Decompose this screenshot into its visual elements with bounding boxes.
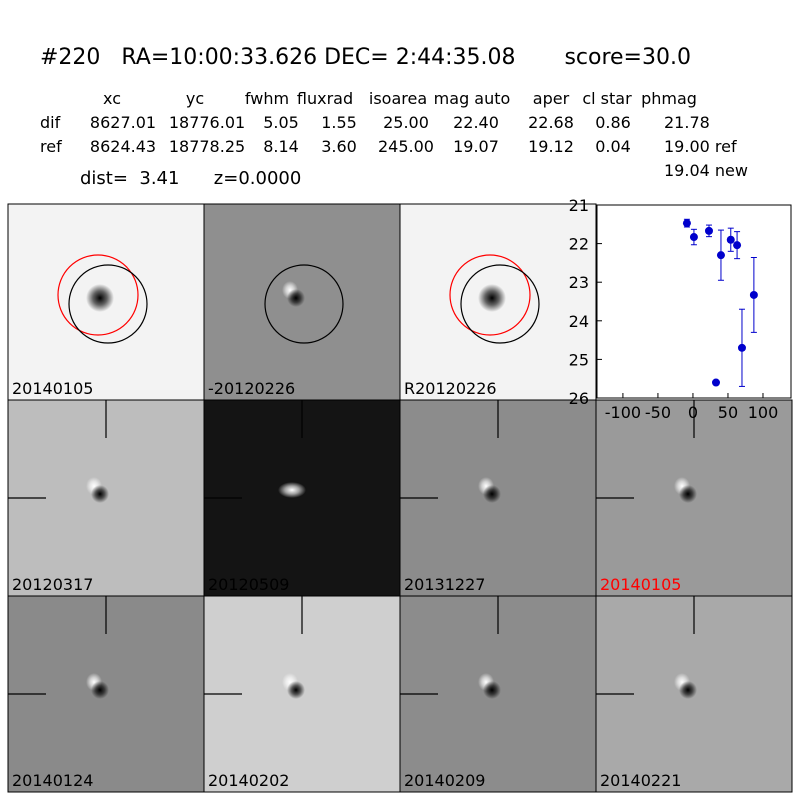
source-blob (91, 485, 109, 503)
panel-label: 20131227 (404, 575, 485, 594)
x-tick-label: -100 (605, 403, 641, 422)
table-cell: 19.12 (528, 137, 574, 156)
y-tick-label: 26 (569, 389, 589, 408)
y-tick-label: 21 (569, 196, 589, 215)
column-header: isoarea (369, 89, 427, 108)
table-cell: 8.14 (263, 137, 299, 156)
source-blob (91, 681, 109, 699)
data-point (704, 226, 713, 235)
source-blob (86, 284, 114, 312)
table-cell: 0.04 (595, 137, 631, 156)
source-blob (483, 681, 501, 699)
source-blob (679, 681, 697, 699)
source-blob (483, 485, 501, 503)
table-cell: 5.05 (263, 113, 299, 132)
source-blob (287, 289, 305, 307)
table-cell: 0.86 (595, 113, 631, 132)
table-cell: 1.55 (321, 113, 357, 132)
y-tick-label: 24 (569, 312, 589, 331)
table-cell: 19.07 (453, 137, 499, 156)
y-tick-label: 23 (569, 273, 589, 292)
y-tick-label: 22 (569, 235, 589, 254)
aperture-circle (57, 254, 139, 336)
data-point (737, 343, 746, 352)
table-cell: 8624.43 (90, 137, 156, 156)
dist-line: dist= 3.41 z=0.0000 (80, 168, 301, 189)
aperture-circle (460, 264, 540, 344)
table-cell: 19.00 ref (664, 137, 737, 156)
table-cell: 3.60 (321, 137, 357, 156)
data-point (733, 241, 742, 250)
title: #220 RA=10:00:33.626 DEC= 2:44:35.08 sco… (40, 45, 691, 70)
y-tick-label: 25 (569, 350, 589, 369)
x-tick-label: 100 (748, 403, 779, 422)
panel-label: 20140124 (12, 771, 93, 790)
panel-label: -20120226 (208, 379, 295, 398)
table-cell: 18778.25 (169, 137, 245, 156)
panel-label: 20140221 (600, 771, 681, 790)
column-header: xc (103, 89, 121, 108)
source-blob (287, 681, 305, 699)
column-header: aper (533, 89, 570, 108)
source-blob (478, 284, 506, 312)
panel-label: 20140202 (208, 771, 289, 790)
source-blob (278, 482, 306, 498)
data-point (726, 235, 735, 244)
table-cell: 8627.01 (90, 113, 156, 132)
column-header: mag auto (434, 89, 511, 108)
panel-label: 20140105 (12, 379, 93, 398)
row-label: ref (40, 137, 62, 156)
column-header: phmag (641, 89, 697, 108)
table-cell: 22.68 (528, 113, 574, 132)
table-cell: 22.40 (453, 113, 499, 132)
source-blob (679, 485, 697, 503)
table-cell: 21.78 (664, 113, 710, 132)
data-point (716, 251, 725, 260)
panel-label: 20120509 (208, 575, 289, 594)
column-header: fluxrad (297, 89, 353, 108)
panel-label: 20140209 (404, 771, 485, 790)
data-point (711, 378, 720, 387)
aperture-circle (68, 264, 148, 344)
column-header: yc (186, 89, 204, 108)
data-point (689, 233, 698, 242)
new-mag: 19.04 new (664, 161, 748, 180)
column-header: fwhm (245, 89, 289, 108)
row-label: dif (40, 113, 61, 132)
data-point (682, 219, 691, 228)
aperture-circle (449, 254, 531, 336)
table-cell: 18776.01 (169, 113, 245, 132)
panel-label: R20120226 (404, 379, 497, 398)
x-tick-label: 50 (718, 403, 738, 422)
column-header: cl star (582, 89, 632, 108)
data-point (749, 290, 758, 299)
panel-label: 20140105 (600, 575, 681, 594)
x-tick-label: -50 (645, 403, 671, 422)
table-cell: 25.00 (383, 113, 429, 132)
panel-label: 20120317 (12, 575, 93, 594)
table-cell: 245.00 (378, 137, 434, 156)
x-tick-label: 0 (688, 403, 698, 422)
aperture-circle (264, 264, 344, 344)
